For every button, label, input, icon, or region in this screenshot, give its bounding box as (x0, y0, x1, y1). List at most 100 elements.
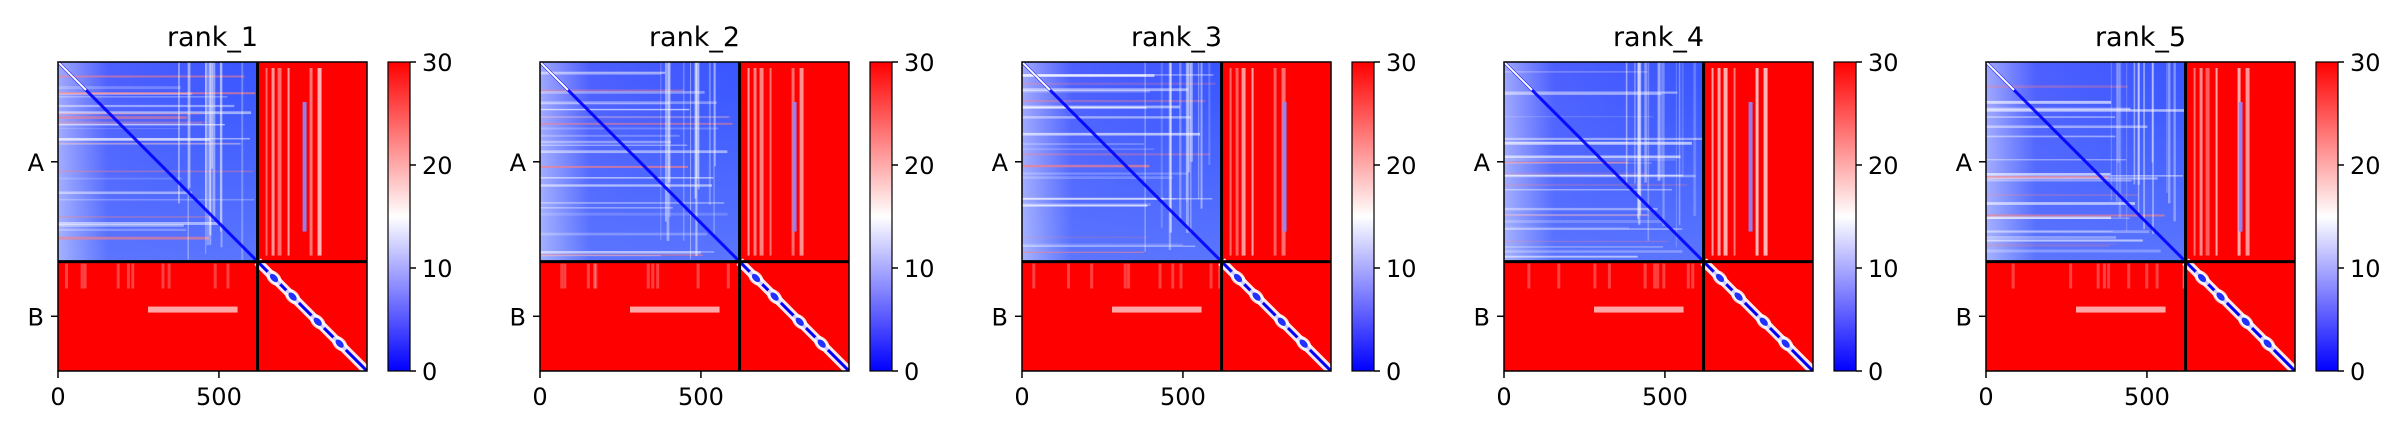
streak-h (1504, 255, 1638, 258)
panel-title: rank_1 (167, 22, 258, 53)
pale-speck (2011, 263, 2015, 289)
streak-v (2126, 62, 2128, 232)
colorbar-tick-label: 20 (2350, 152, 2381, 180)
streak-h (58, 143, 234, 145)
streak-h (1986, 173, 2111, 176)
streak-h (1504, 214, 1651, 217)
streak-h (58, 216, 214, 218)
panel-title: rank_5 (2095, 22, 2186, 53)
streak-h (58, 191, 193, 195)
streak-h (1504, 158, 1676, 161)
streak-h (540, 115, 732, 119)
pae-panel-3: rank_3 A B 0 500 0 10 20 30 (992, 22, 1417, 411)
pale-speck (1158, 263, 1162, 289)
colorbar-tick-label: 30 (422, 49, 453, 77)
cross-contact-band (302, 102, 307, 232)
pale-band (1112, 306, 1202, 313)
pale-speck (1662, 263, 1666, 289)
plot-frame (57, 61, 368, 372)
domain-blob (1715, 273, 1725, 283)
streak-h (1504, 71, 1648, 73)
chain-a-diagonal (1022, 62, 1223, 263)
streak-h (540, 102, 669, 105)
streak-h (540, 232, 707, 236)
streak-v (2116, 62, 2118, 202)
pale-speck (2069, 263, 2073, 289)
streak-h (1022, 204, 1148, 207)
streak-v (187, 62, 189, 260)
cross-stripe (759, 68, 764, 256)
cross-contact-band (792, 102, 797, 232)
colorbar-tick-label: 30 (2350, 49, 2381, 77)
cross-stripe (2215, 68, 2218, 256)
pale-speck (1171, 263, 1175, 289)
streak-v (178, 62, 180, 204)
panel-title: rank_3 (1131, 22, 1222, 53)
pale-speck (167, 263, 171, 289)
streak-h (1504, 137, 1703, 141)
streak-v (666, 62, 670, 241)
streak-h (1022, 172, 1188, 175)
pale-speck (1090, 263, 1094, 289)
streak-v (2137, 62, 2140, 185)
pale-speck (116, 263, 120, 289)
pae-panel-2: rank_2 A B 0 500 0 10 20 30 (510, 22, 935, 411)
streak-h (1986, 179, 2132, 182)
plot-frame (1985, 61, 2296, 372)
streak-v (209, 62, 212, 236)
domain-blob (770, 292, 779, 301)
colorbar (387, 61, 411, 372)
domain-blob (1252, 292, 1261, 301)
streak-h (1504, 250, 1683, 253)
cross-stripe (2205, 68, 2210, 256)
streak-h (540, 254, 704, 256)
cross-stripe (1241, 68, 1246, 256)
pale-speck (586, 263, 590, 289)
colorbar-tick-label: 0 (1868, 358, 1883, 386)
streak-h (540, 73, 662, 76)
streak-h (540, 89, 684, 92)
streak-h (58, 121, 206, 124)
colorbar-tick-label: 10 (1386, 255, 1417, 283)
diagonal-highlight (58, 62, 87, 91)
streak-v (205, 62, 207, 211)
pale-speck (1643, 263, 1647, 289)
cross-stripe (1229, 68, 1232, 256)
streak-v (1179, 62, 1182, 219)
streak-h (1986, 125, 2148, 129)
streak-h (1022, 197, 1165, 201)
colorbar-tick-label: 10 (2350, 255, 2381, 283)
cross-stripe (1711, 68, 1714, 256)
heatmap-2 (540, 62, 849, 371)
streak-v (1169, 62, 1172, 212)
streak-h (58, 236, 210, 240)
streak-v (2133, 62, 2136, 185)
streak-h (1022, 251, 1144, 253)
pale-speck (651, 263, 655, 289)
streak-h (540, 101, 717, 105)
colorbar-tick-label: 20 (422, 152, 453, 180)
streak-h (1986, 244, 2110, 247)
colorbar-tick-label: 0 (2350, 358, 2365, 386)
streak-v (2173, 62, 2176, 222)
streak-v (220, 62, 222, 225)
y-tick-label-B: B (510, 303, 526, 331)
streak-v (1647, 62, 1650, 241)
streak-v (1187, 62, 1191, 173)
pale-band (630, 306, 720, 313)
x-tick-label: 0 (50, 383, 65, 411)
cross-stripe (1717, 68, 1721, 256)
cross-stripe (1755, 68, 1759, 256)
streak-h (1022, 74, 1214, 76)
pale-speck (226, 263, 230, 289)
streak-v (1675, 62, 1678, 248)
streak-h (1022, 198, 1213, 200)
heatmap-4 (1504, 62, 1813, 371)
streak-h (1986, 193, 2139, 197)
diagonal-highlight (1022, 62, 1051, 91)
domain-blob (2241, 317, 2250, 326)
streak-h (1504, 93, 1662, 96)
streak-h (58, 170, 253, 173)
streak-v (1678, 62, 1681, 226)
streak-h (540, 254, 661, 257)
